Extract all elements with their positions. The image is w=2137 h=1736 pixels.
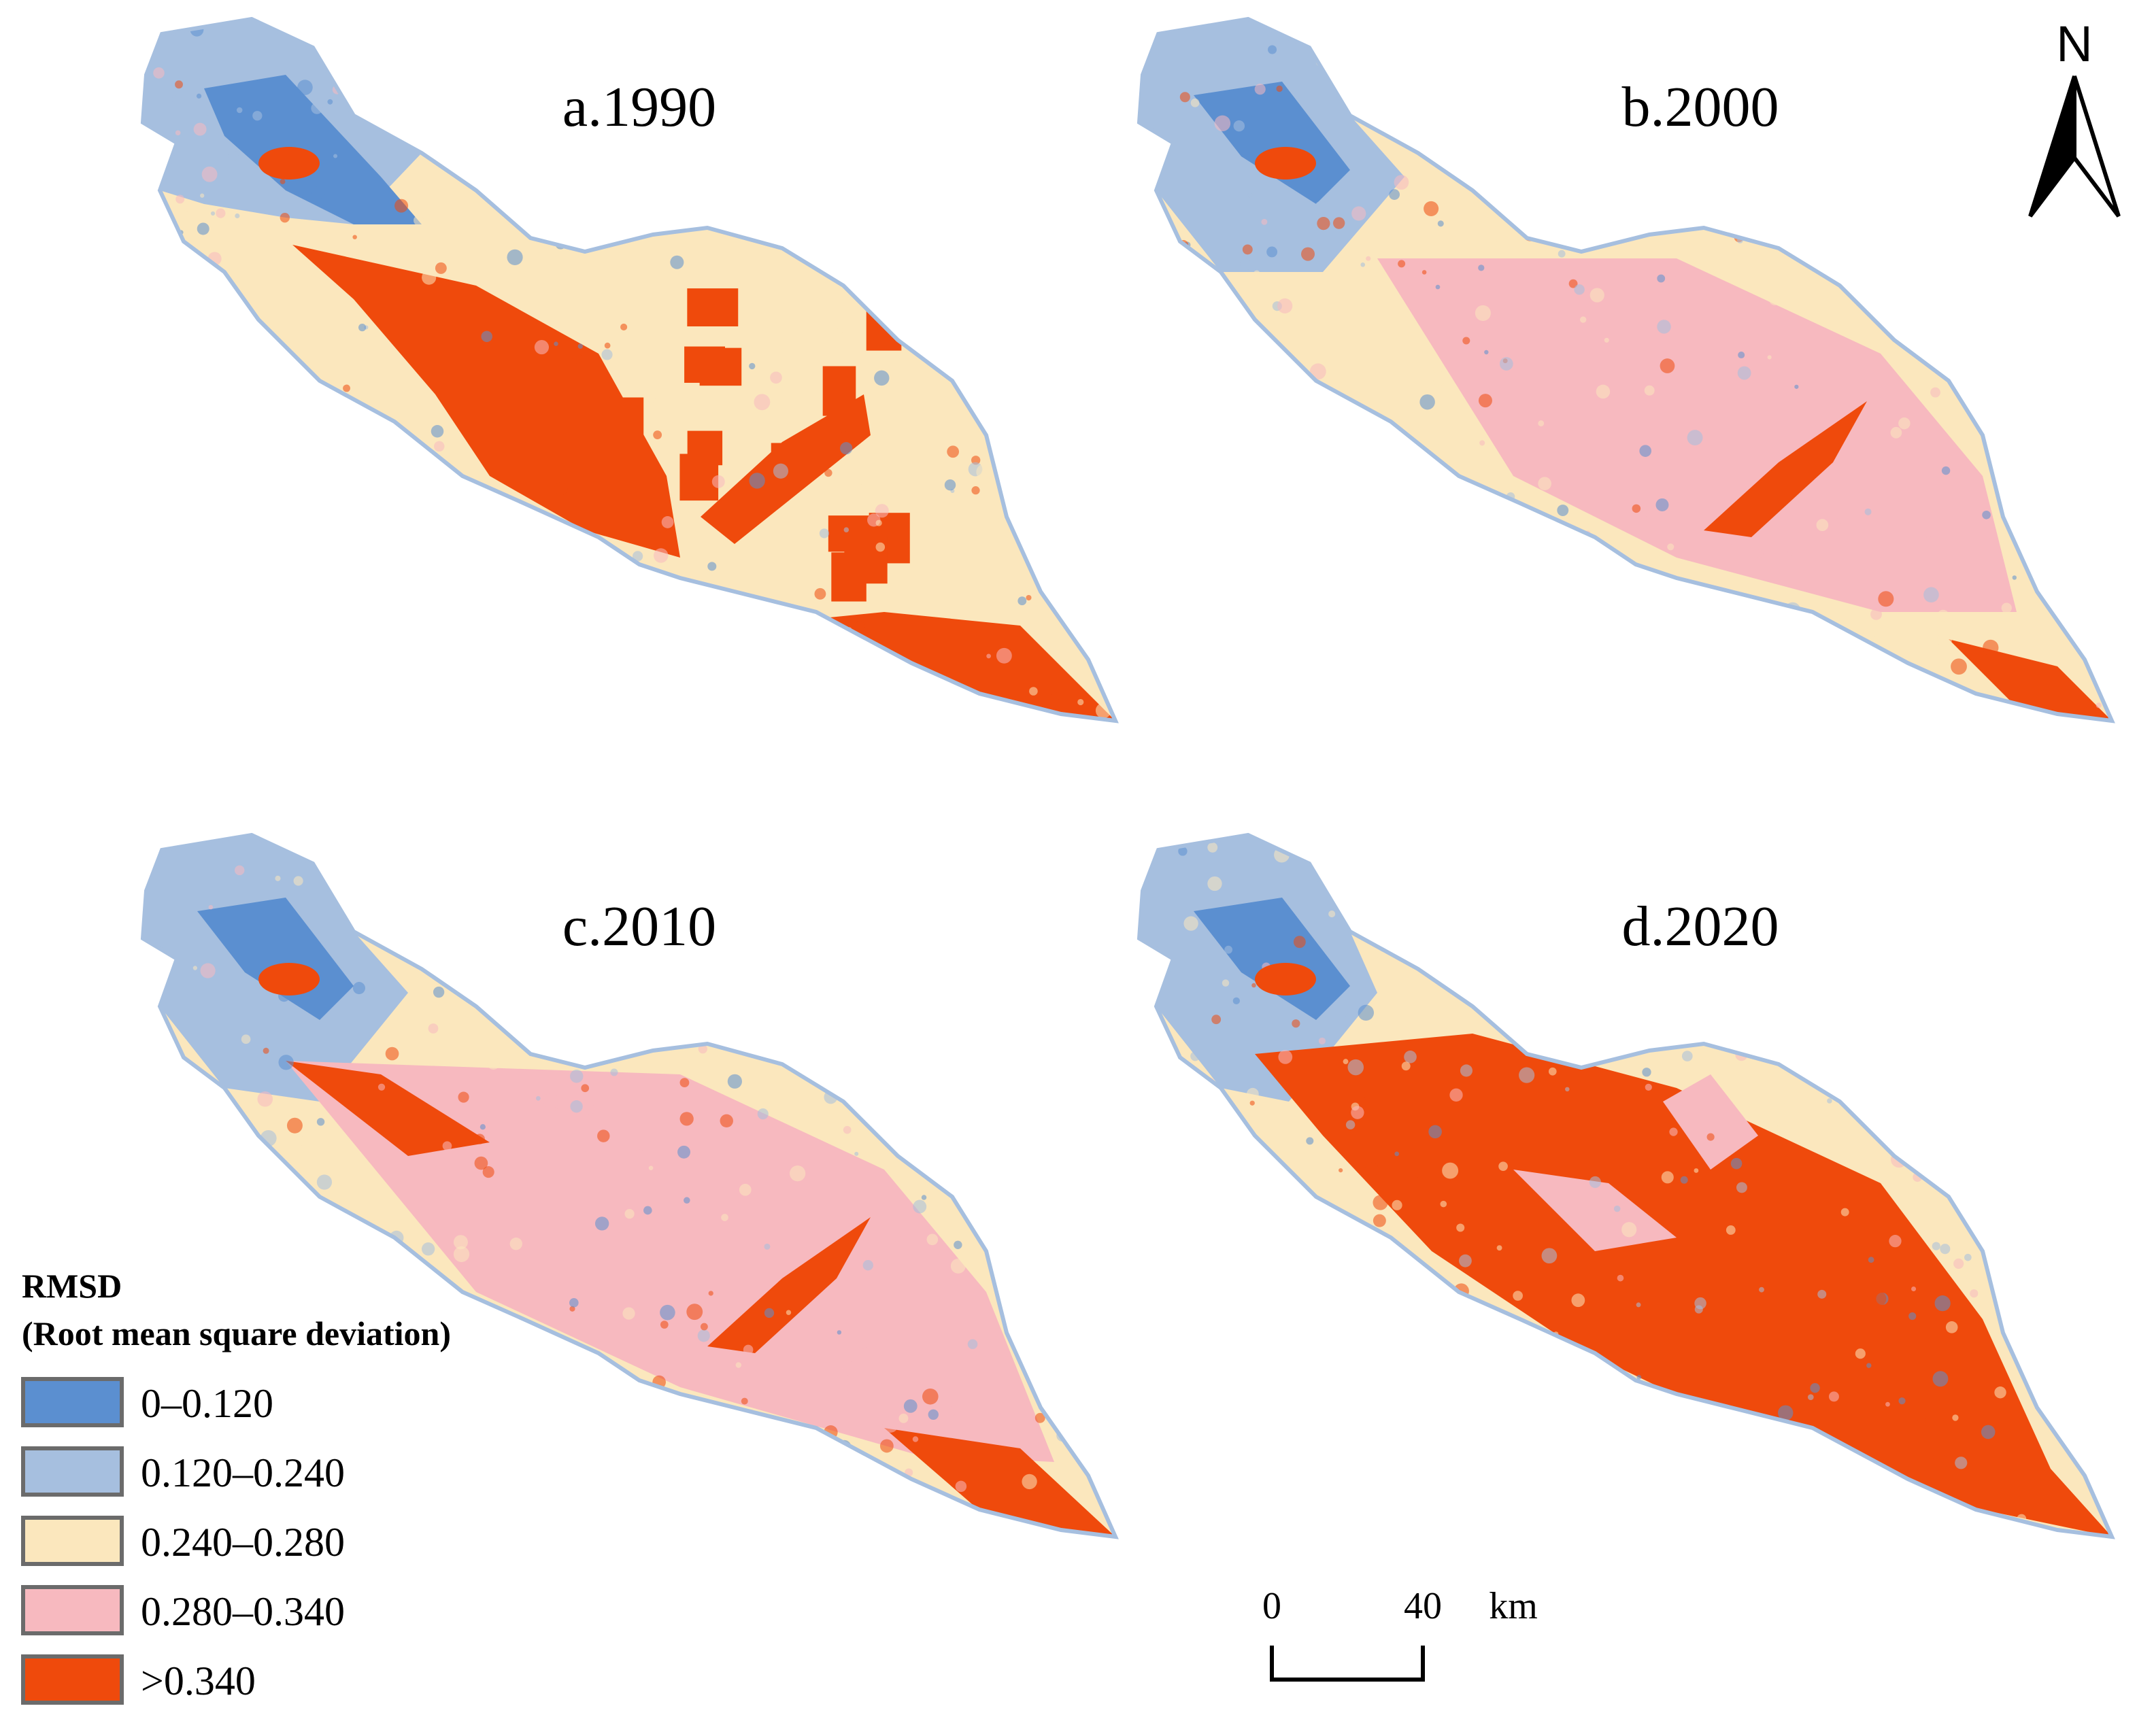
panel-title-b: b.2000 bbox=[1622, 75, 1779, 139]
legend-swatch bbox=[21, 1654, 124, 1705]
legend-item: >0.340 bbox=[21, 1654, 256, 1705]
scale-start-label: 0 bbox=[1262, 1585, 1281, 1627]
legend-swatch bbox=[21, 1446, 124, 1497]
legend-item: 0–0.120 bbox=[21, 1377, 273, 1427]
scale-bar-line bbox=[1270, 1646, 1425, 1682]
north-arrow-icon bbox=[2028, 75, 2121, 218]
north-arrow: N bbox=[2028, 16, 2121, 218]
panel-title-a: a.1990 bbox=[562, 75, 716, 139]
legend-label: 0.240–0.280 bbox=[141, 1520, 345, 1565]
map-panel-b: b.2000 bbox=[1137, 16, 2115, 724]
map-panel-d: d.2020 bbox=[1137, 832, 2115, 1539]
legend-item: 0.240–0.280 bbox=[21, 1516, 345, 1566]
legend-item: 0.120–0.240 bbox=[21, 1446, 345, 1497]
north-label: N bbox=[2056, 16, 2092, 72]
legend-title: RMSD bbox=[22, 1267, 122, 1305]
panel-title-c: c.2010 bbox=[562, 895, 716, 958]
scale-bar: 0 40 km bbox=[1262, 1585, 1538, 1682]
scale-unit-label: km bbox=[1489, 1585, 1538, 1627]
map-panel-a: a.1990 bbox=[140, 16, 1119, 724]
legend-label: 0–0.120 bbox=[141, 1381, 273, 1426]
panel-title-d: d.2020 bbox=[1622, 895, 1779, 958]
legend-swatch bbox=[21, 1377, 124, 1427]
legend-item: 0.280–0.340 bbox=[21, 1585, 345, 1635]
legend-subtitle: (Root mean square deviation) bbox=[22, 1314, 451, 1352]
legend-swatch bbox=[21, 1516, 124, 1566]
legend-label: >0.340 bbox=[141, 1658, 256, 1703]
scale-end-label: 40 bbox=[1404, 1585, 1442, 1627]
map-panel-c: c.2010 bbox=[140, 832, 1119, 1539]
legend-label: 0.280–0.340 bbox=[141, 1589, 345, 1634]
legend: RMSD (Root mean square deviation) 0–0.12… bbox=[21, 1267, 451, 1705]
region-map bbox=[140, 832, 1119, 1539]
legend-label: 0.120–0.240 bbox=[141, 1450, 345, 1495]
region-map bbox=[1137, 16, 2115, 724]
legend-swatch bbox=[21, 1585, 124, 1635]
